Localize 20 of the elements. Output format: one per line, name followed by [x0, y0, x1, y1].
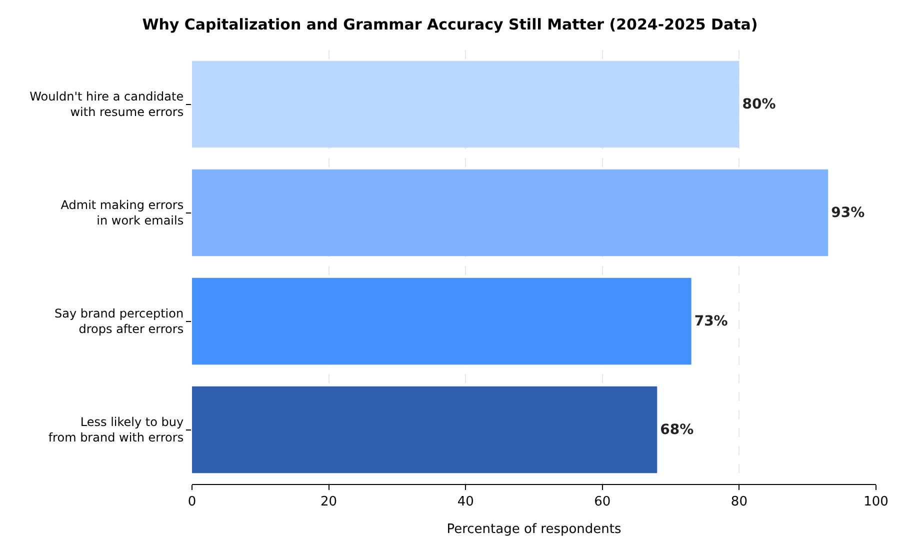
data-label: 80%	[742, 96, 776, 112]
bar	[192, 169, 828, 256]
x-tick-label: 40	[457, 494, 474, 510]
y-tick-label: Wouldn't hire a candidate with resume errors	[30, 90, 184, 120]
bar	[192, 60, 740, 148]
bar	[192, 278, 692, 365]
x-axis-title: Percentage of respondents	[446, 522, 622, 538]
x-tick-label: 60	[594, 494, 611, 510]
y-tick-label: Admit making errors in work emails	[60, 198, 184, 228]
x-tick-label: 100	[864, 494, 888, 510]
x-tick-label: 20	[320, 494, 338, 510]
x-tick-label: 80	[730, 494, 748, 510]
data-label: 68%	[660, 422, 694, 438]
chart-title: Why Capitalization and Grammar Accuracy Still Matter (2024-2025 Data)	[142, 16, 758, 34]
data-label: 73%	[694, 313, 728, 330]
data-label: 93%	[831, 204, 865, 221]
y-tick-label: Say brand perception drops after errors	[54, 306, 184, 336]
bar	[192, 386, 658, 474]
x-tick-label: 0	[188, 494, 196, 510]
y-tick-label: Less likely to buy from brand with errors	[48, 415, 184, 445]
